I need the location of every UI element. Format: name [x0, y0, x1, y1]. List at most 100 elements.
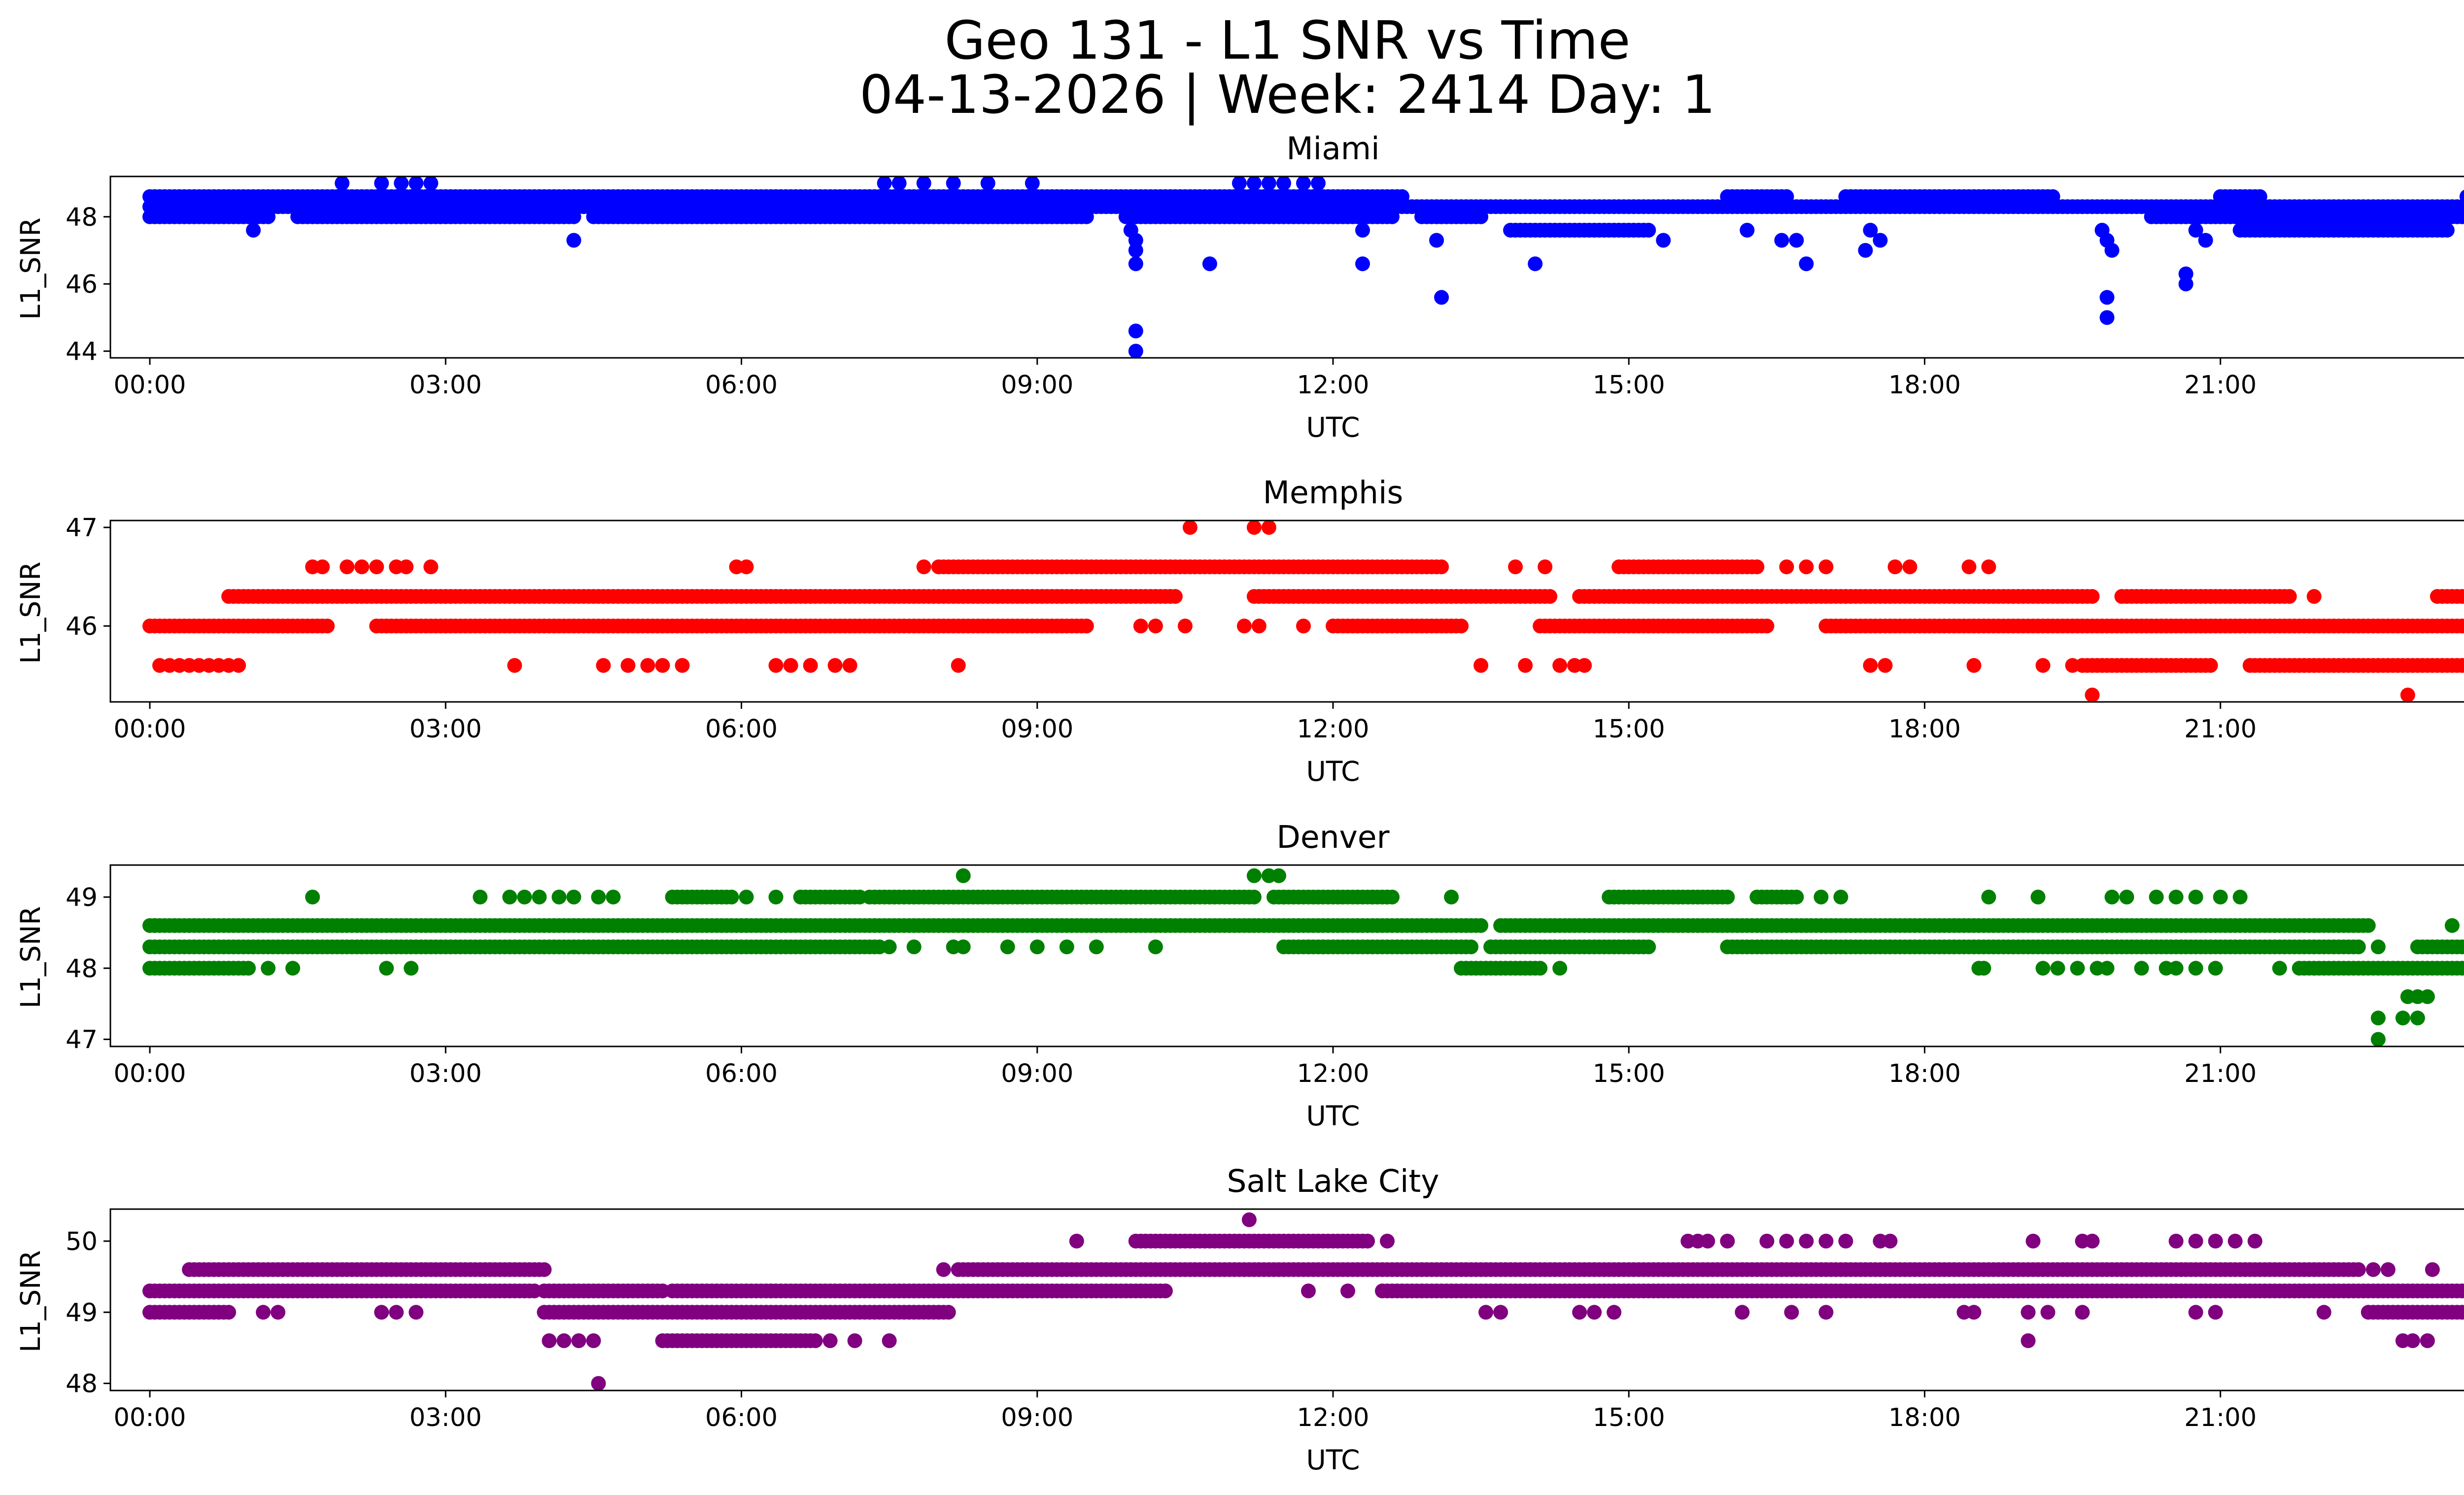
data-point [1538, 559, 1553, 574]
data-point [1508, 559, 1523, 574]
data-point [2149, 889, 2164, 904]
data-point [2188, 961, 2203, 976]
x-tick-label: 12:00 [1297, 1403, 1369, 1432]
data-point [739, 889, 754, 904]
x-tick-label: 18:00 [1888, 715, 1961, 744]
data-point [566, 233, 582, 248]
data-point [423, 559, 439, 574]
data-point [285, 961, 301, 976]
data-point [768, 889, 784, 904]
x-tick-label: 03:00 [410, 371, 482, 400]
data-point [655, 658, 670, 673]
data-point [2459, 961, 2464, 975]
data-point [1518, 658, 1533, 673]
data-point [1759, 619, 1775, 633]
y-tick-label: 44 [66, 337, 98, 366]
data-point [1976, 961, 1991, 976]
x-tick-label: 09:00 [1001, 1403, 1073, 1432]
x-tick-label: 06:00 [705, 1059, 778, 1088]
data-point [2459, 659, 2464, 672]
x-tick-label: 06:00 [705, 371, 778, 400]
data-point [2104, 889, 2120, 904]
data-point [980, 176, 995, 191]
data-point [2232, 889, 2248, 904]
y-axis-label: L1_SNR [15, 906, 46, 1008]
data-point [1360, 1233, 1375, 1249]
data-point [808, 1333, 823, 1348]
data-point [2045, 189, 2060, 204]
data-point [1878, 658, 1893, 673]
data-point [374, 176, 389, 191]
data-point [1059, 939, 1074, 954]
data-point [1276, 889, 1291, 904]
data-point [2459, 200, 2464, 214]
data-point [147, 918, 162, 933]
data-point [2351, 939, 2366, 954]
data-point [1720, 1233, 1735, 1249]
data-point [916, 176, 931, 191]
x-tick-label: 21:00 [2184, 715, 2257, 744]
data-point [640, 658, 655, 673]
axes-frame [109, 520, 2464, 703]
data-point [586, 1333, 601, 1348]
data-point [1089, 939, 1104, 954]
data-point [1789, 889, 1804, 904]
x-tick-label: 21:00 [2184, 1403, 2257, 1432]
data-point [936, 1262, 951, 1277]
y-tick-label: 46 [66, 612, 98, 641]
subplot-memphis: Memphis 00:00 03:00 06:00 09:00 12:00 15:00 18… [15, 475, 2464, 787]
data-point [620, 658, 636, 673]
data-point [1301, 939, 1316, 954]
data-point [1818, 1305, 1834, 1320]
data-point [2459, 190, 2464, 204]
data-point [2420, 989, 2435, 1004]
x-tick-label: 15:00 [1593, 1403, 1665, 1432]
data-point [2459, 940, 2464, 954]
scatter-series [142, 521, 2464, 702]
data-point [551, 889, 567, 904]
subplot-title: Denver [1276, 819, 1389, 855]
data-point [842, 658, 857, 673]
subplot-title: Salt Lake City [1227, 1163, 1439, 1199]
data-point [241, 961, 256, 976]
data-point [2420, 1333, 2435, 1348]
data-point [1981, 889, 1996, 904]
data-point [1395, 189, 1410, 204]
data-point [379, 961, 394, 976]
x-tick-label: 06:00 [705, 1403, 778, 1432]
data-point [946, 176, 961, 191]
data-point [389, 1305, 404, 1320]
data-point [1232, 176, 1247, 191]
data-point [1587, 1305, 1602, 1320]
data-point [2208, 1305, 2223, 1320]
data-point [763, 1284, 779, 1298]
data-point [1261, 521, 1276, 535]
x-tick-label: 03:00 [410, 1403, 482, 1432]
data-point [1902, 559, 1917, 574]
data-point [822, 1333, 838, 1348]
data-point [1552, 961, 1568, 976]
data-point [1607, 1305, 1622, 1320]
y-tick-label: 48 [66, 1370, 98, 1399]
data-point [409, 1305, 424, 1320]
data-point [2178, 277, 2193, 292]
data-point [1759, 1233, 1775, 1249]
data-point [956, 868, 971, 883]
data-point [1444, 889, 1459, 904]
data-point [1533, 961, 1548, 976]
y-tick-label: 50 [66, 1227, 98, 1256]
data-point [1464, 939, 1479, 954]
data-point [1380, 889, 1395, 904]
x-tick-label: 12:00 [1297, 715, 1369, 744]
data-point [1656, 233, 1671, 248]
data-point [1148, 939, 1163, 954]
data-point [1863, 223, 1878, 238]
data-point [882, 1333, 897, 1348]
data-point [2252, 189, 2267, 204]
y-tick-label: 48 [66, 954, 98, 983]
y-tick-label: 48 [66, 203, 98, 232]
data-point [1000, 939, 1015, 954]
x-tick-label: 00:00 [114, 1403, 186, 1432]
data-point [2444, 918, 2460, 933]
data-point [2361, 918, 2376, 933]
